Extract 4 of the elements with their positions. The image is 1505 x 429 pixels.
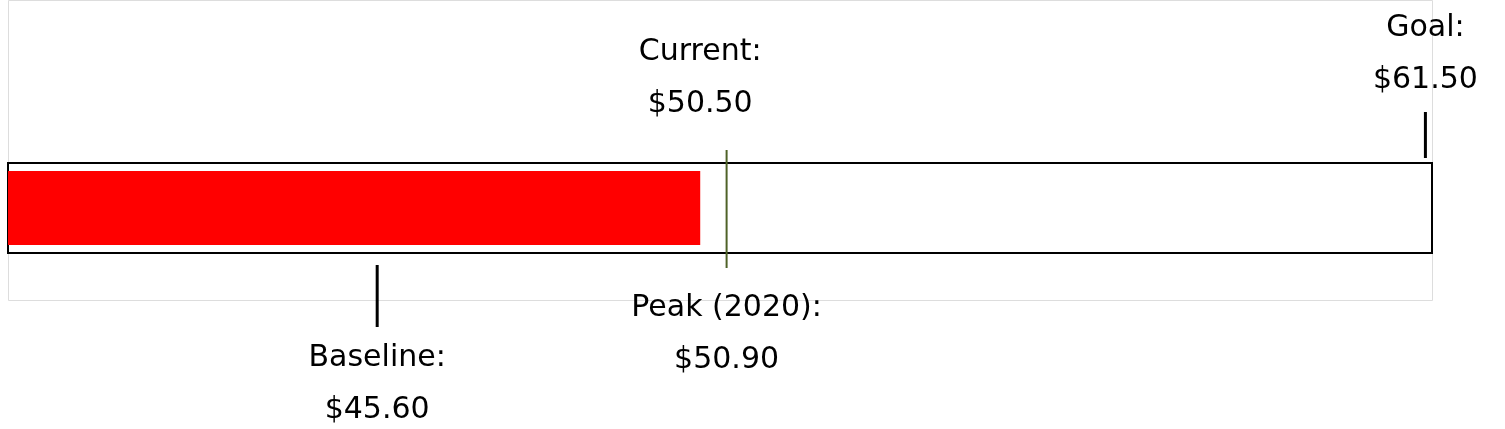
ref-line-label: Goal: $61.50 [1372, 8, 1478, 95]
ref-line-label: Baseline: $45.60 [308, 338, 446, 425]
text: Current: $50.50 [638, 32, 762, 119]
ref-line-label: Peak (2020): $50.90 [631, 288, 822, 375]
